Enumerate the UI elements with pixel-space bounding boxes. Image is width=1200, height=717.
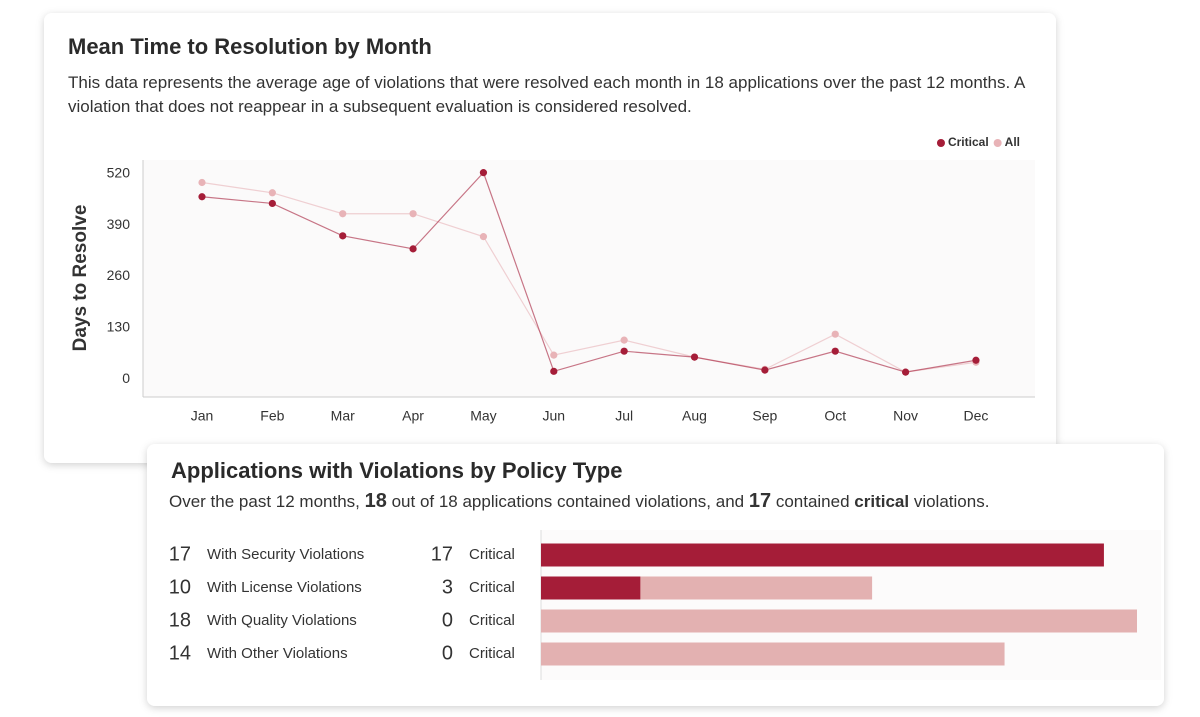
y-tick-label: 260 [107,267,131,283]
critical-label: Critical [469,546,515,563]
data-point [479,169,488,177]
total-count: 10 [169,576,191,598]
data-point [550,367,558,375]
y-tick-label: 0 [122,370,130,386]
y-tick-label: 130 [107,319,131,335]
data-point [620,336,628,344]
data-point [831,347,839,355]
data-point [409,245,417,253]
critical-count: 3 [442,576,453,598]
data-point [339,232,347,240]
data-point [902,368,910,376]
x-tick-label: Oct [824,408,846,424]
text: 18 [364,490,387,512]
data-point [831,330,839,338]
critical-count: 17 [431,543,453,565]
x-tick-label: Nov [893,408,918,424]
series-line [201,171,977,373]
legend-label: Critical [948,135,989,149]
critical-count: 0 [442,609,453,631]
critical-label: Critical [469,579,515,596]
series-line [201,181,977,373]
chart-title: Applications with Violations by Policy T… [171,458,623,483]
data-point [409,210,417,218]
x-tick-label: Dec [964,408,989,424]
legend-marker [993,139,1002,147]
text: Over the past 12 months, [169,492,365,511]
total-count: 17 [169,543,191,565]
line-chart: 0 130 260 390 520 Jan Feb Mar Apr May Jun Jul Aug Sep… [70,135,1035,424]
x-tick-label: Sep [752,408,777,424]
data-point [268,199,276,208]
x-tick-label: Apr [402,408,424,424]
data-point [479,233,488,241]
category-label: With Quality Violations [207,612,357,629]
data-point [690,353,699,361]
y-tick-label: 390 [107,216,131,232]
category-label: With Security Violations [207,546,364,563]
text: violations. [909,492,990,511]
category-label: With License Violations [207,579,362,596]
chart-description: This data represents the average age of … [68,73,1025,116]
data-point [268,189,276,197]
x-tick-label: Mar [331,408,355,424]
x-tick-label: May [470,408,496,424]
category-label: With Other Violations [207,645,348,662]
critical-count: 0 [442,642,453,664]
critical-label: Critical [469,612,515,629]
chart-title: Mean Time to Resolution by Month [68,34,432,59]
data-point [761,366,769,374]
text: contained [771,492,855,511]
data-point [972,356,980,364]
data-point [620,347,628,355]
legend-marker [936,139,945,147]
x-tick-label: Jul [615,408,633,424]
data-point [550,351,558,359]
bar [541,642,1005,666]
y-tick-label: 520 [107,165,131,181]
text: out of 18 applications contained violati… [386,492,749,511]
bar [541,543,1104,567]
text: critical [854,492,910,511]
data-point [339,210,347,218]
x-tick-label: Aug [682,408,707,424]
plot-area [143,160,1035,397]
data-point [198,193,206,201]
total-count: 14 [169,642,191,664]
critical-label: Critical [469,645,515,662]
text: 17 [748,490,772,512]
chart-subtitle: Over the past 12 months, 18 out of 18 ap… [169,489,1149,514]
x-tick-label: Jun [543,408,566,424]
bar [541,576,641,600]
bar-chart: 17 With Security Violations 17 Critical 10 Wi… [169,530,1137,680]
x-tick-label: Jan [191,408,214,424]
y-axis-label: Days to Resolve [70,205,91,352]
total-count: 18 [169,609,191,631]
bar [541,609,1137,633]
data-point [198,178,206,187]
legend-label: All [1005,135,1020,149]
x-tick-label: Feb [260,408,284,424]
